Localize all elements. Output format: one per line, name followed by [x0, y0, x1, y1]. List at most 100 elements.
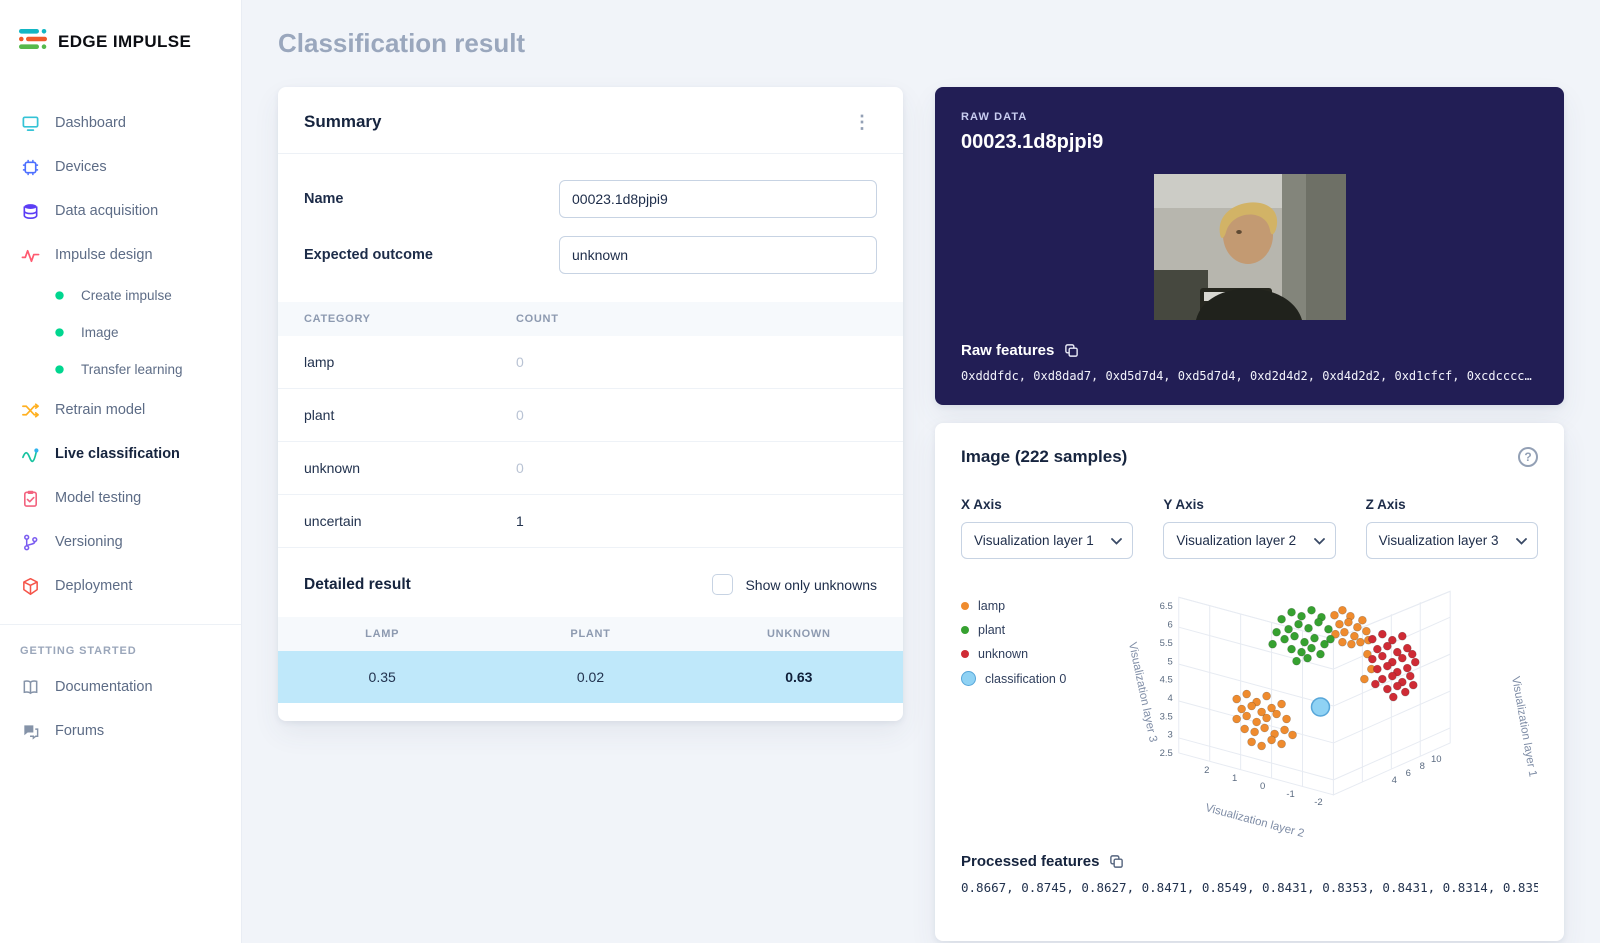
- scatter-point-lamp: [1257, 707, 1266, 717]
- legend-dot: [961, 626, 969, 634]
- expected-outcome-label: Expected outcome: [304, 247, 433, 263]
- copy-icon[interactable]: [1109, 854, 1124, 869]
- x-axis-select[interactable]: Visualization layer 1: [961, 522, 1134, 559]
- scatter-point-unknown: [1393, 647, 1402, 657]
- y-axis-select[interactable]: Visualization layer 2: [1163, 522, 1336, 559]
- raw-data-title: 00023.1d8pjpi9: [961, 131, 1104, 153]
- category-count: 0: [516, 354, 524, 370]
- logo-text: EDGE IMPULSE: [58, 31, 192, 51]
- sidebar-item-model-testing[interactable]: Model testing: [0, 476, 241, 520]
- sidebar-item-versioning[interactable]: Versioning: [0, 520, 241, 564]
- scatter-point-unknown: [1368, 654, 1377, 664]
- name-field-row: Name: [304, 180, 877, 218]
- count-column-header: COUNT: [516, 313, 559, 325]
- scatter-point-plant: [1268, 639, 1277, 649]
- scatter-point-plant: [1307, 605, 1316, 615]
- plant-column-header: PLANT: [570, 628, 611, 640]
- sidebar-item-transfer-learning[interactable]: Transfer learning: [0, 351, 241, 388]
- scatter-point-plant: [1287, 644, 1296, 654]
- sidebar-item-create-impulse[interactable]: Create impulse: [0, 277, 241, 314]
- scatter-point-plant: [1272, 627, 1281, 637]
- expected-outcome-input[interactable]: [559, 236, 877, 274]
- scatter-point-plant: [1310, 633, 1319, 643]
- copy-icon[interactable]: [1064, 343, 1079, 358]
- scatter-point-unknown: [1402, 643, 1412, 653]
- status-dot-icon: [52, 363, 66, 377]
- scatter-point-lamp: [1232, 714, 1241, 724]
- sidebar-item-forums[interactable]: Forums: [0, 709, 241, 753]
- legend-item-lamp[interactable]: lamp: [961, 599, 1079, 613]
- sidebar-item-dashboard[interactable]: Dashboard: [0, 101, 241, 145]
- y-axis-ticks: 2 1 0 -1 -2: [1204, 765, 1323, 808]
- sidebar-item-retrain-model[interactable]: Retrain model: [0, 388, 241, 432]
- raw-data-card: RAW DATA 00023.1d8pjpi9: [935, 87, 1564, 405]
- legend-item-unknown[interactable]: unknown: [961, 647, 1079, 661]
- category-name: lamp: [304, 354, 335, 370]
- sidebar-item-label: Data acquisition: [55, 203, 159, 219]
- sidebar-item-devices[interactable]: Devices: [0, 145, 241, 189]
- deployment-icon: [20, 576, 40, 596]
- scatter-point-plant: [1294, 619, 1303, 629]
- category-count: 0: [516, 460, 524, 476]
- scatter-point-unknown: [1371, 679, 1380, 689]
- tick-label: 2.5: [1160, 748, 1173, 759]
- tick-label: 6.5: [1160, 601, 1173, 612]
- scatter-point-lamp: [1252, 717, 1261, 727]
- detailed-result-title: Detailed result: [304, 575, 411, 593]
- z-axis-select[interactable]: Visualization layer 3: [1365, 522, 1538, 559]
- scatter-point-unknown: [1373, 664, 1382, 674]
- scatter-point-lamp: [1242, 711, 1251, 721]
- category-name: plant: [304, 407, 335, 423]
- lamp-column-header: LAMP: [365, 628, 400, 640]
- y-axis-select-value: Visualization layer 2: [1176, 533, 1297, 548]
- tick-label: -2: [1314, 797, 1322, 808]
- scatter-point-plant: [1320, 639, 1329, 649]
- scatter-point-lamp: [1358, 615, 1367, 625]
- sidebar-item-deployment[interactable]: Deployment: [0, 564, 241, 608]
- scatter-point-lamp: [1335, 619, 1344, 629]
- legend-dot: [961, 602, 969, 610]
- sidebar-item-impulse-design[interactable]: Impulse design: [0, 233, 241, 277]
- devices-icon: [20, 157, 40, 177]
- legend-label: unknown: [978, 647, 1029, 661]
- live-classification-icon: [20, 444, 40, 464]
- sidebar-item-live-classification[interactable]: Live classification: [0, 432, 241, 476]
- sidebar-item-data-acquisition[interactable]: Data acquisition: [0, 189, 241, 233]
- kebab-menu-icon[interactable]: ⋮: [853, 112, 871, 132]
- sidebar: EDGE IMPULSE Dashboard Devices Data acquis…: [0, 0, 242, 943]
- sidebar-item-documentation[interactable]: Documentation: [0, 665, 241, 709]
- scatter-point-lamp: [1267, 703, 1276, 713]
- category-name: unknown: [304, 460, 361, 476]
- plant-score: 0.02: [576, 669, 605, 685]
- sidebar-item-label: Devices: [55, 159, 107, 175]
- edge-impulse-logo[interactable]: EDGE IMPULSE: [0, 16, 241, 79]
- sidebar-item-label: Impulse design: [55, 247, 153, 263]
- tick-label: 3.5: [1160, 711, 1173, 722]
- result-row-highlighted[interactable]: 0.35 0.02 0.63: [278, 651, 903, 703]
- help-icon[interactable]: ?: [1518, 447, 1538, 467]
- tick-label: -1: [1286, 789, 1294, 800]
- tick-label: 6: [1168, 620, 1173, 631]
- scatter-point-plant: [1297, 647, 1306, 657]
- scatter-point-lamp: [1330, 610, 1339, 620]
- legend-label: lamp: [978, 599, 1006, 613]
- z-axis-ticks: 6.5 6 5.5 5 4.5 4 3.5 3 2.5: [1160, 601, 1173, 759]
- scatter-point-unknown: [1405, 671, 1415, 681]
- scatter-point-unknown: [1398, 653, 1407, 663]
- legend-item-classification-0[interactable]: classification 0: [961, 671, 1079, 686]
- sidebar-item-image[interactable]: Image: [0, 314, 241, 351]
- scatter-point-unknown: [1393, 681, 1402, 691]
- show-only-unknowns-label: Show only unknowns: [745, 576, 877, 593]
- legend-item-plant[interactable]: plant: [961, 623, 1079, 637]
- scatter-point-lamp: [1232, 694, 1241, 704]
- processed-features-label: Processed features: [961, 853, 1100, 870]
- data-acquisition-icon: [20, 201, 40, 221]
- scatter-point-unknown: [1398, 631, 1407, 641]
- scatter-point-lamp: [1282, 714, 1291, 724]
- show-only-unknowns-checkbox[interactable]: [712, 574, 734, 595]
- scatter-point-unknown: [1402, 663, 1412, 673]
- raw-features-values: 0xdddfdc, 0xd8dad7, 0xd5d7d4, 0xd5d7d4, …: [961, 369, 1532, 383]
- name-input[interactable]: [559, 180, 877, 218]
